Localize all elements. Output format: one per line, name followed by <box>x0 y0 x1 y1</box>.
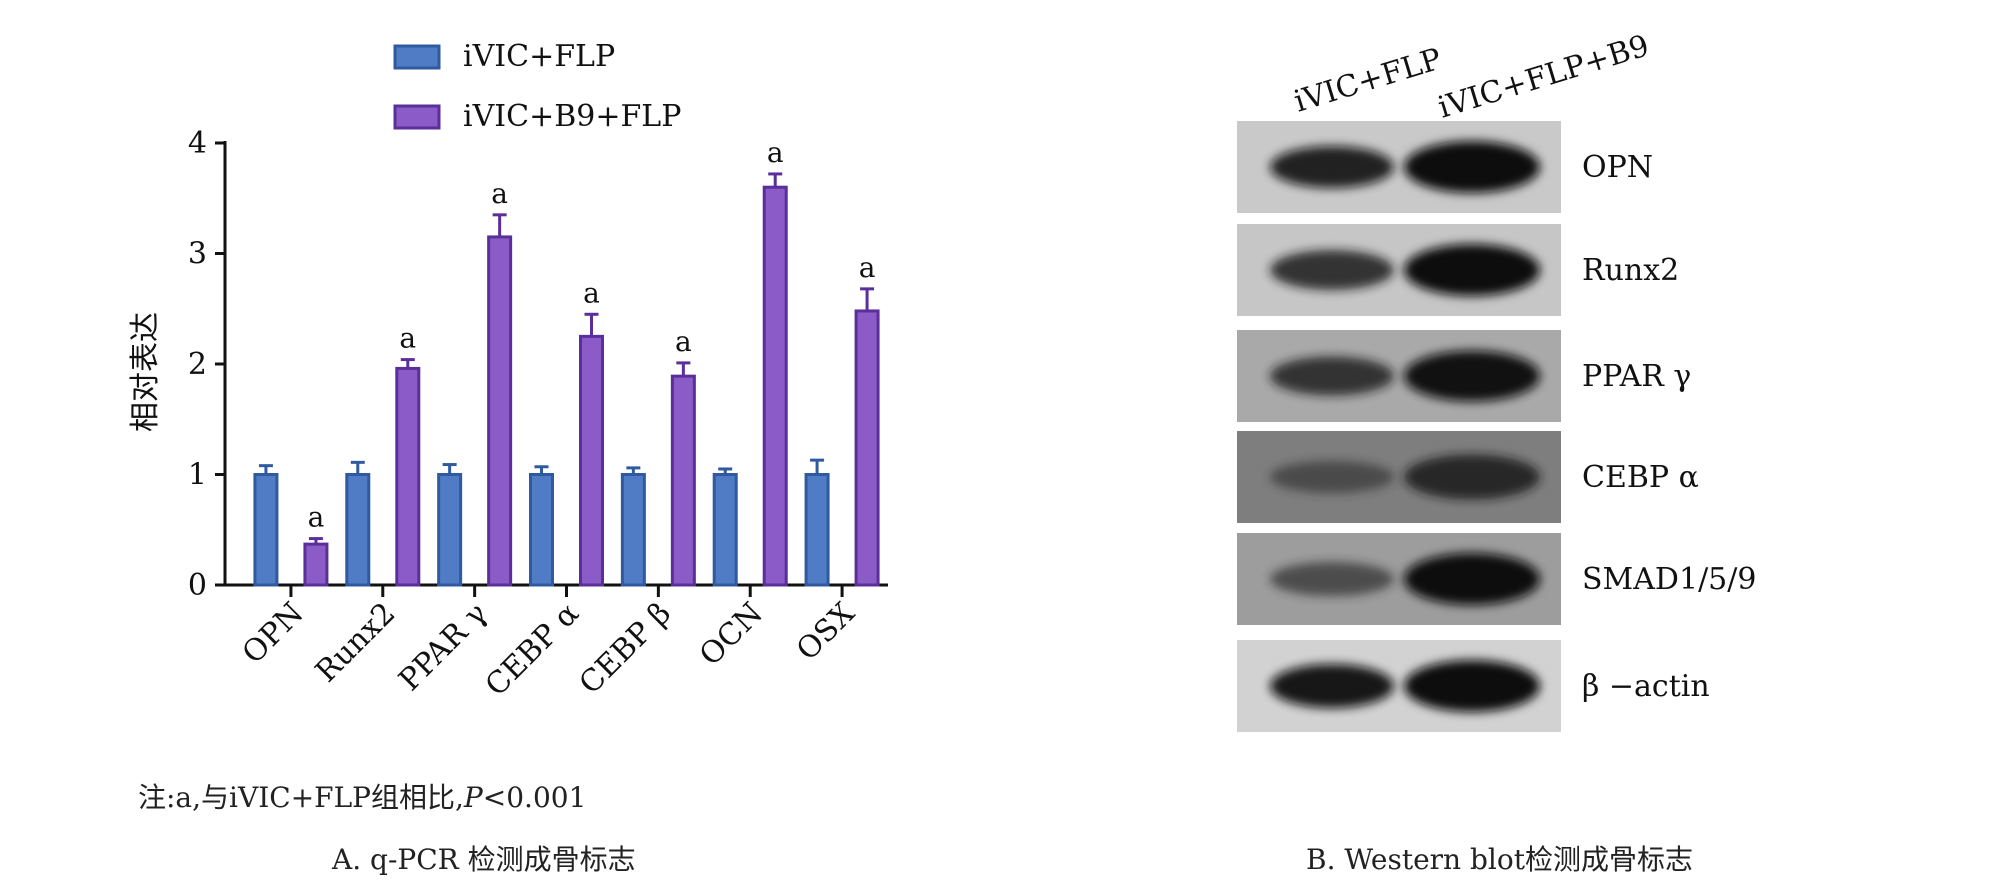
bar <box>395 366 421 587</box>
blot-band <box>1404 660 1540 712</box>
y-tick-label: 1 <box>188 458 207 493</box>
note-text: 注:a,与iVIC+FLP组相比, <box>138 781 464 814</box>
blot-row-label: OPN <box>1582 150 1653 185</box>
blot-band <box>1404 244 1540 296</box>
caption-b: B. Western blot检测成骨标志 <box>1306 843 1693 876</box>
lane-label: iVIC+FLP <box>1290 42 1446 120</box>
y-tick-label: 2 <box>188 347 207 382</box>
bar <box>620 473 646 587</box>
note-value: <0.001 <box>482 781 587 814</box>
blot-band <box>1270 356 1394 396</box>
legend-swatch <box>393 104 441 130</box>
bar <box>529 473 554 587</box>
bar <box>712 473 738 587</box>
blot-band <box>1270 664 1394 708</box>
significance-note: 注:a,与iVIC+FLP组相比,P<0.001 <box>138 776 586 816</box>
blot-row-label: β −actin <box>1582 669 1710 704</box>
bar <box>253 473 279 587</box>
lane-label: iVIC+FLP+B9 <box>1434 28 1653 125</box>
bar <box>762 185 788 587</box>
x-tick-label: OPN <box>236 596 311 671</box>
x-tick-label: PPAR γ <box>392 596 494 698</box>
blot-band <box>1270 146 1394 188</box>
blot-band <box>1404 350 1540 402</box>
blot-row-label: Runx2 <box>1582 253 1679 288</box>
x-tick-label: CEBP β <box>573 596 678 701</box>
legend-label: iVIC+FLP <box>463 39 615 74</box>
blot-band <box>1404 454 1540 500</box>
y-tick-label: 3 <box>188 237 207 272</box>
blot-row-label: PPAR γ <box>1582 359 1691 394</box>
bar <box>345 473 371 587</box>
significance-label: a <box>675 325 692 358</box>
x-tick-label: Runx2 <box>309 596 403 690</box>
blot-band <box>1270 562 1394 596</box>
bar <box>854 309 880 587</box>
x-tick-label: OSX <box>790 595 862 667</box>
y-tick-label: 4 <box>188 126 207 161</box>
significance-label: a <box>308 501 325 534</box>
bar <box>303 542 329 587</box>
caption-a: A. q-PCR 检测成骨标志 <box>332 843 636 876</box>
blot-row-label: CEBP α <box>1582 460 1699 495</box>
x-tick-label: OCN <box>693 596 770 673</box>
note-p: P <box>463 781 483 814</box>
bar <box>804 473 830 587</box>
significance-label: a <box>767 136 784 169</box>
bar <box>487 235 513 587</box>
blot-row-label: SMAD1/5/9 <box>1582 562 1756 597</box>
bar <box>670 374 696 587</box>
x-tick-label: CEBP α <box>479 596 586 703</box>
blot-band <box>1404 553 1540 605</box>
significance-label: a <box>491 177 508 210</box>
blot-band <box>1270 250 1394 290</box>
legend-swatch <box>393 44 441 70</box>
significance-label: a <box>859 251 876 284</box>
significance-label: a <box>399 322 416 355</box>
legend-label: iVIC+B9+FLP <box>463 99 681 134</box>
legend: iVIC+FLP iVIC+B9+FLP <box>393 39 681 134</box>
y-axis-label: 相对表达 <box>128 312 163 432</box>
bar <box>437 473 463 587</box>
bars: a a a a a a a <box>253 136 880 587</box>
bar <box>579 334 604 587</box>
significance-label: a <box>583 276 600 309</box>
blot-band <box>1270 461 1394 493</box>
blot-band <box>1404 141 1540 193</box>
y-tick-label: 0 <box>188 568 207 603</box>
